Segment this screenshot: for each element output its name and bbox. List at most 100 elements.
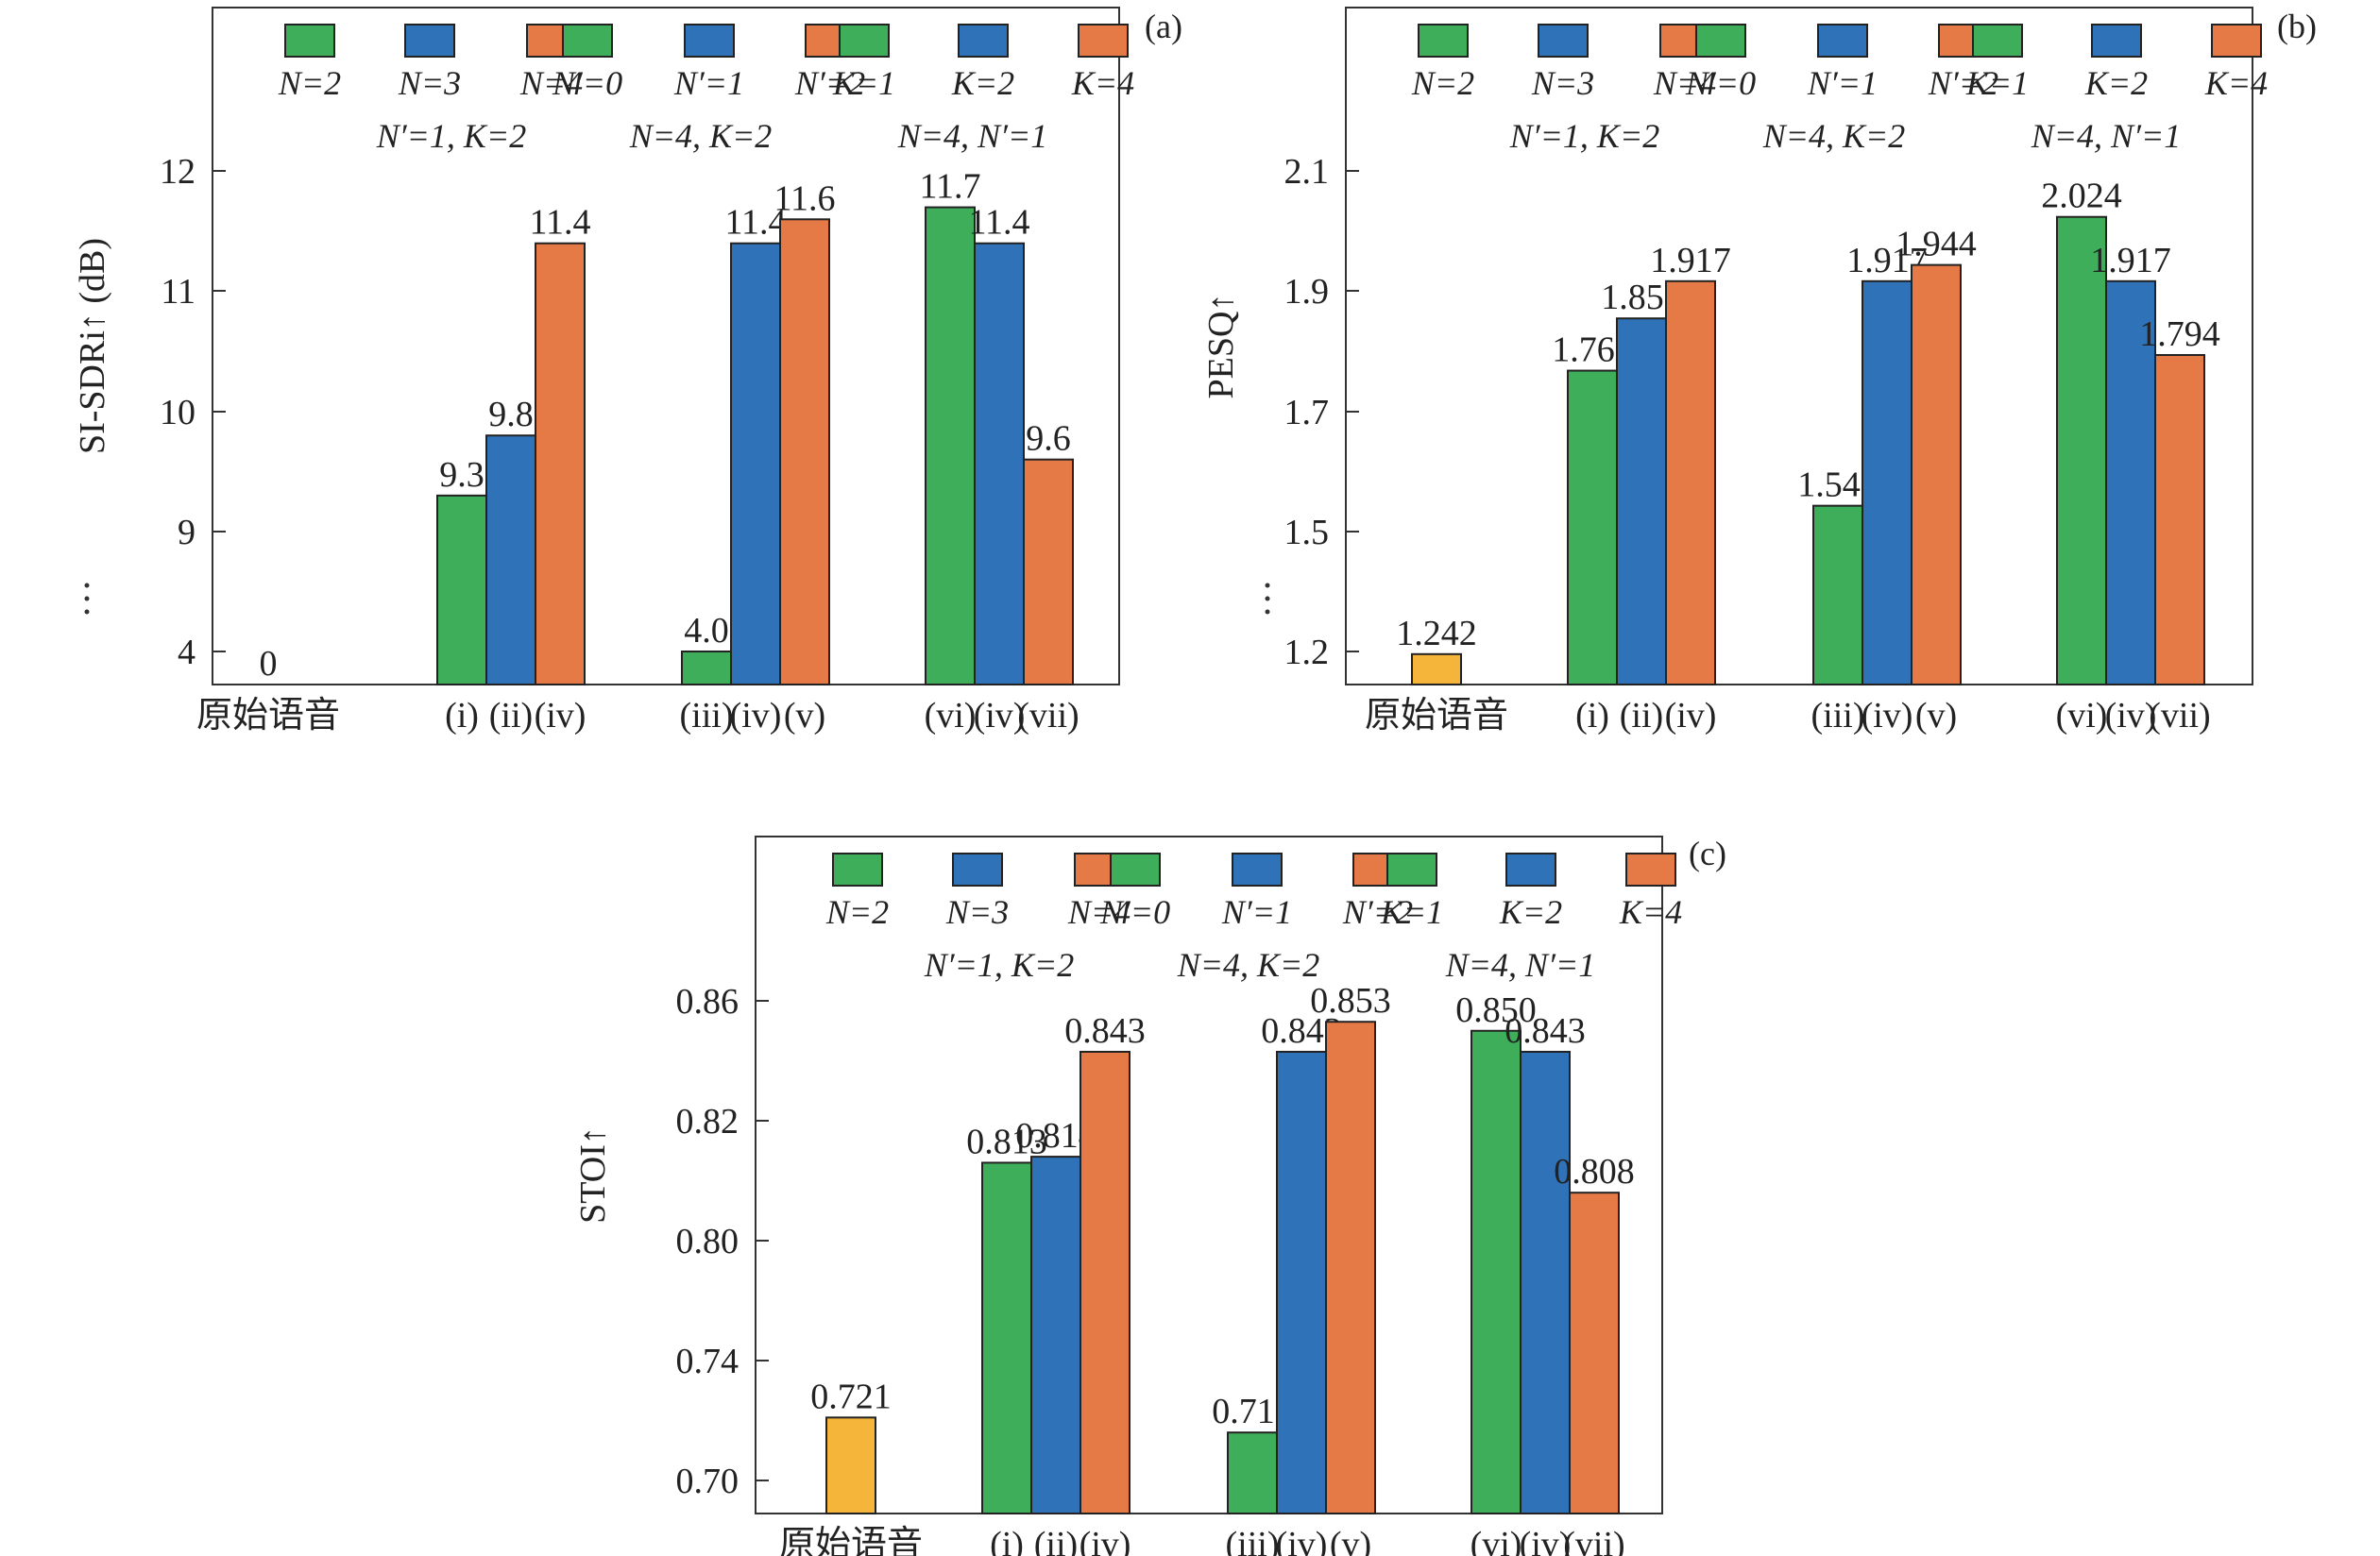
- y-tick-label: 12: [160, 152, 196, 192]
- y-tick-label: 1.2: [1284, 633, 1330, 672]
- legend-label: N′=0: [552, 64, 622, 102]
- bar-value-label: 1.794: [2139, 314, 2220, 354]
- axis-break-dot: [1265, 609, 1270, 615]
- x-category-label: (vii): [1017, 696, 1079, 736]
- axis-break-dot: [84, 596, 90, 601]
- bar: [981, 1161, 1032, 1514]
- legend-group-label: N=4, K=2: [629, 117, 773, 155]
- bar: [925, 206, 976, 685]
- legend-label: N′=1: [1807, 64, 1878, 102]
- legend-label: N=4: [1653, 64, 1716, 102]
- legend-swatch: [684, 24, 735, 58]
- bar: [1470, 1029, 1522, 1514]
- legend-label: N=2: [825, 893, 889, 931]
- x-category-label: (iii): [680, 696, 734, 736]
- bar: [1023, 458, 1074, 685]
- legend-label: N=4: [519, 64, 583, 102]
- x-category-label: 原始语音: [196, 696, 340, 736]
- legend-label: N′=2: [794, 64, 865, 102]
- legend-group-label: N=4, K=2: [1762, 117, 1906, 155]
- legend-group-label: N=4, N′=1: [2031, 117, 2181, 155]
- legend-swatch: [1418, 24, 1469, 58]
- bar-value-label: 0.721: [810, 1377, 892, 1416]
- x-category-label: (iv): [1276, 1525, 1328, 1556]
- x-category-label: (iv): [730, 696, 782, 736]
- legend-swatch: [404, 24, 455, 58]
- legend-swatch: [1386, 853, 1437, 887]
- legend-label: N=2: [1411, 64, 1474, 102]
- bar-value-label: 0: [260, 644, 278, 684]
- legend-swatch: [284, 24, 335, 58]
- x-category-label: (vii): [1563, 1525, 1624, 1556]
- legend-group-label: N=4, K=2: [1177, 946, 1320, 984]
- chart-panel-1: 4 9 10 11 12 SI-SDRi↑ (dB) (a) N=2 N=3 N=4N′=0 N′=…: [73, 7, 1182, 736]
- plot-frame: [1345, 7, 2253, 685]
- legend-label: K=4: [1071, 64, 1134, 102]
- bar: [485, 434, 536, 685]
- x-category-label: (vi): [925, 696, 977, 736]
- y-tick-label: 0.74: [676, 1342, 740, 1381]
- bar-value-label: 9.8: [488, 395, 534, 434]
- bar: [535, 242, 586, 685]
- legend-group-label: N′=1, K=2: [1509, 117, 1659, 155]
- legend-label: N′=1: [673, 64, 744, 102]
- panel-tag: (a): [1145, 8, 1182, 45]
- legend-label: K=1: [1965, 64, 2029, 102]
- bar-value-label: 0.853: [1310, 981, 1391, 1021]
- y-tick-label: 0.86: [676, 982, 740, 1022]
- legend-swatch: [839, 24, 890, 58]
- bar-value-label: 0.843: [1504, 1011, 1586, 1051]
- legend-swatch: [2211, 24, 2262, 58]
- bar: [1080, 1050, 1130, 1514]
- bar-value-label: 11.4: [968, 203, 1029, 243]
- bar: [2154, 354, 2205, 685]
- legend-swatch: [562, 24, 613, 58]
- legend-swatch: [1505, 853, 1556, 887]
- x-category-label: (i): [990, 1525, 1024, 1556]
- bar: [1665, 279, 1716, 685]
- legend-group-label: N′=1, K=2: [924, 946, 1074, 984]
- y-tick-label: 2.1: [1284, 152, 1330, 192]
- y-tick-label: 9: [178, 513, 196, 552]
- legend-label: K=2: [2084, 64, 2148, 102]
- legend-label: K=1: [1380, 893, 1443, 931]
- plot-frame: [212, 7, 1120, 685]
- x-category-label: (iii): [1226, 1525, 1280, 1556]
- x-category-label: (vii): [2149, 696, 2210, 736]
- axis-break-dot: [84, 583, 90, 588]
- x-category-label: (i): [445, 696, 479, 736]
- x-category-label: (v): [784, 696, 825, 736]
- bar: [2056, 215, 2107, 685]
- legend-group-label: N′=1, K=2: [376, 117, 526, 155]
- legend-swatch: [1972, 24, 2023, 58]
- legend-label: N′=1: [1221, 893, 1292, 931]
- legend-swatch: [952, 853, 1003, 887]
- y-axis-title: SI-SDRi↑ (dB): [73, 238, 112, 454]
- y-axis-title: STOI↑: [573, 1126, 613, 1224]
- bar: [779, 218, 830, 685]
- bar-value-label: 0.808: [1554, 1152, 1635, 1192]
- legend-swatch: [1817, 24, 1868, 58]
- y-tick-label: 1.7: [1284, 393, 1330, 432]
- legend-swatch: [1232, 853, 1283, 887]
- bar: [1616, 317, 1667, 685]
- x-category-label: (iv): [1665, 696, 1717, 736]
- bar: [1411, 652, 1462, 685]
- y-axis-title: PESQ↑: [1201, 294, 1241, 399]
- bar-value-label: 11.4: [529, 203, 590, 243]
- y-tick-label: 4: [178, 633, 196, 672]
- legend-swatch: [1110, 853, 1161, 887]
- bar-value-label: 1.242: [1396, 614, 1477, 653]
- legend-label: K=4: [2204, 64, 2268, 102]
- x-category-label: (iv): [535, 696, 586, 736]
- legend-swatch: [1078, 24, 1129, 58]
- bar: [1325, 1021, 1376, 1514]
- legend-label: K=2: [951, 64, 1014, 102]
- x-category-label: (ii): [1620, 696, 1663, 736]
- bar-value-label: 0.843: [1064, 1011, 1146, 1051]
- legend-label: N′=2: [1342, 893, 1413, 931]
- legend-label: K=2: [1499, 893, 1562, 931]
- bar-value-label: 11.7: [919, 167, 980, 207]
- x-category-label: (i): [1575, 696, 1609, 736]
- bar: [1911, 263, 1962, 685]
